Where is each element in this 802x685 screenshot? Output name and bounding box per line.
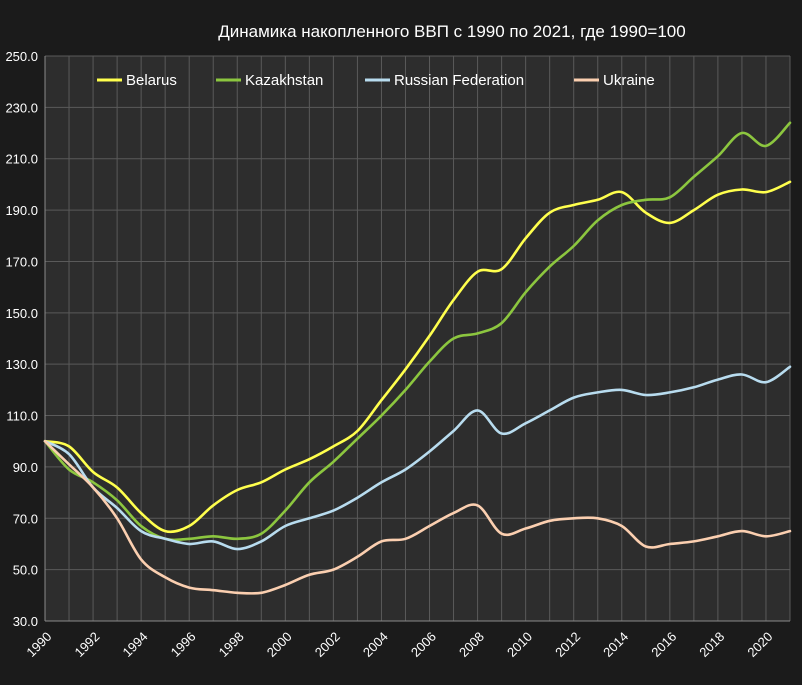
series-line-russian-federation <box>43 365 792 551</box>
legend-label: Belarus <box>126 72 177 89</box>
plot-area <box>45 56 790 621</box>
y-tick-label: 30.0 <box>13 614 38 629</box>
y-tick-label: 50.0 <box>13 563 38 578</box>
y-tick-label: 230.0 <box>5 100 38 115</box>
y-axis: 30.0 50.0 70.0 90.0 110.0 130.0 150.0 170.0 190.… <box>5 49 46 629</box>
legend-label: Ukraine <box>603 72 655 89</box>
y-tick-label: 130.0 <box>5 357 38 372</box>
chart-title: Динамика накопленного ВВП с 1990 по 2021… <box>218 22 685 41</box>
legend: Belarus Kazakhstan Russian Federation Ukrai… <box>97 72 655 89</box>
series-line-belarus <box>43 180 792 534</box>
y-tick-label: 150.0 <box>5 306 38 321</box>
y-tick-label: 70.0 <box>13 511 38 526</box>
y-tick-label: 170.0 <box>5 254 38 269</box>
series-lines <box>43 121 792 595</box>
y-tick-label: 90.0 <box>13 460 38 475</box>
series-line-ukraine <box>43 439 792 595</box>
legend-label: Russian Federation <box>394 72 524 89</box>
legend-label: Kazakhstan <box>245 72 323 89</box>
y-tick-label: 110.0 <box>6 409 38 424</box>
y-tick-label: 190.0 <box>5 203 38 218</box>
y-tick-label: 210.0 <box>5 152 38 167</box>
y-tick-label: 250.0 <box>5 49 38 64</box>
